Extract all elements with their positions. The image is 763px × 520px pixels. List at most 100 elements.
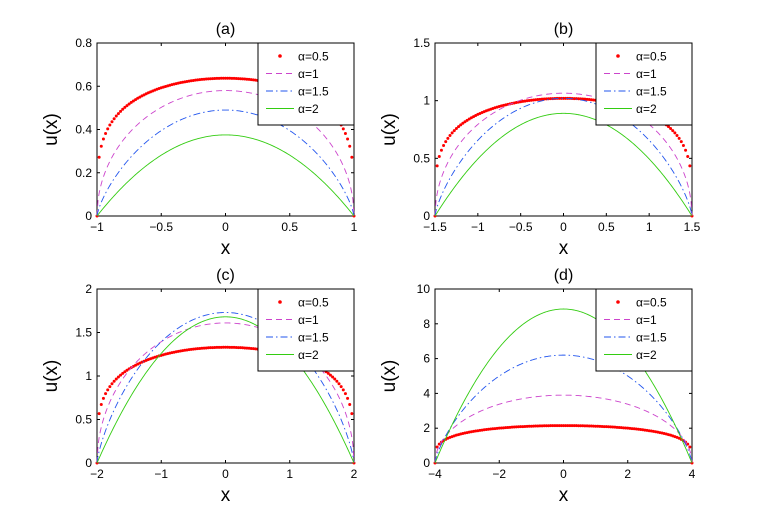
data-point [219, 76, 223, 80]
data-point [564, 424, 568, 428]
chart-panel-1: −1 −0.5 0 0.5 1 0 0.2 0.4 0.6 0.8 (a) x u(x) α=0.5 α=1… [41, 21, 358, 259]
legend-box [595, 288, 693, 372]
y-axis-label: u(x) [41, 360, 62, 393]
legend-label: α=2 [298, 102, 319, 116]
data-point [525, 424, 529, 428]
x-tick-label: 1.5 [684, 220, 701, 234]
chart-panel-2: −1.5 −1 −0.5 0 0.5 1 1.500.511.5(b)xu(x)α=0.5α… [379, 21, 701, 259]
data-point [333, 377, 337, 381]
data-point [97, 412, 101, 416]
x-tick-label: 0.5 [598, 220, 615, 234]
data-point [121, 107, 125, 111]
data-point [112, 117, 116, 121]
data-point [446, 136, 450, 140]
data-point [508, 425, 512, 429]
data-point [217, 76, 221, 80]
data-point [245, 346, 249, 350]
data-point [564, 96, 568, 100]
data-point [328, 373, 332, 377]
data-point [99, 402, 103, 406]
data-point [224, 345, 227, 349]
data-point [669, 127, 673, 131]
legend-label: α=1.5 [298, 85, 329, 99]
y-axis-label: u(x) [379, 113, 400, 146]
data-point [217, 345, 221, 349]
data-point [119, 109, 123, 113]
data-point [514, 425, 518, 429]
legend-label: α=0.5 [636, 296, 667, 310]
data-point [114, 114, 118, 118]
y-tick-label: 0.5 [413, 151, 430, 165]
data-point [583, 424, 587, 428]
data-point [437, 154, 441, 158]
data-point [583, 97, 587, 101]
data-point [581, 424, 585, 428]
y-tick-label: 0 [85, 209, 92, 223]
data-point [112, 379, 116, 383]
series-line-3 [434, 354, 693, 464]
chart-title: (a) [216, 21, 236, 38]
data-point [341, 388, 345, 392]
data-point [346, 137, 350, 141]
data-point [553, 424, 557, 428]
data-point [576, 97, 580, 101]
data-point [679, 140, 683, 144]
legend: α=0.5 α=1 α=1.5 α=2 [257, 288, 355, 372]
data-point [243, 346, 247, 350]
data-point [544, 424, 548, 428]
data-point [465, 118, 469, 122]
data-point [232, 76, 236, 80]
data-point [454, 127, 458, 131]
data-point [206, 346, 210, 350]
y-tick-label: 8 [423, 317, 430, 331]
x-tick-label: 1 [351, 220, 358, 234]
data-point [688, 164, 692, 168]
chart-title: (b) [554, 21, 574, 38]
x-tick-label: −0.5 [149, 220, 173, 234]
data-point [442, 144, 446, 148]
legend: α=0.5 α=1 α=1.5 α=2 [257, 42, 355, 126]
data-point [236, 77, 240, 81]
data-point [517, 425, 521, 429]
y-tick-label: 0.5 [75, 413, 92, 427]
y-tick-label: 0.8 [75, 36, 92, 50]
data-point [230, 345, 234, 349]
data-point [236, 346, 240, 350]
y-tick-label: 6 [423, 352, 430, 366]
data-point [499, 426, 503, 430]
data-point [681, 144, 685, 148]
data-point [202, 77, 206, 81]
data-point [215, 345, 219, 349]
legend-label: α=0.5 [636, 50, 667, 64]
data-point [555, 424, 559, 428]
data-point [542, 424, 546, 428]
data-point [346, 396, 350, 400]
legend-label: α=1.5 [298, 331, 329, 345]
x-tick-label: 2 [351, 467, 358, 481]
data-point [337, 382, 341, 386]
data-point [110, 382, 114, 386]
data-point [572, 424, 576, 428]
x-tick-label: −2 [90, 467, 104, 481]
data-point [512, 425, 516, 429]
y-axis-label: u(x) [41, 113, 62, 146]
legend-label: α=1 [636, 67, 657, 81]
legend-label: α=1 [636, 313, 657, 327]
data-point [116, 375, 120, 379]
data-point [238, 77, 242, 81]
y-tick-label: 0 [423, 209, 430, 223]
x-tick-label: 0 [222, 467, 229, 481]
data-point [97, 155, 101, 159]
y-tick-label: 0.6 [75, 79, 92, 93]
data-point [677, 136, 681, 140]
data-point [572, 97, 576, 101]
y-tick-label: 1.5 [413, 36, 430, 50]
data-point [101, 396, 105, 400]
data-point [110, 120, 114, 124]
legend-marker [278, 300, 282, 304]
data-point [221, 76, 225, 80]
data-point [532, 424, 536, 428]
legend-marker [616, 300, 620, 304]
data-point [241, 77, 245, 81]
data-point [538, 424, 542, 428]
